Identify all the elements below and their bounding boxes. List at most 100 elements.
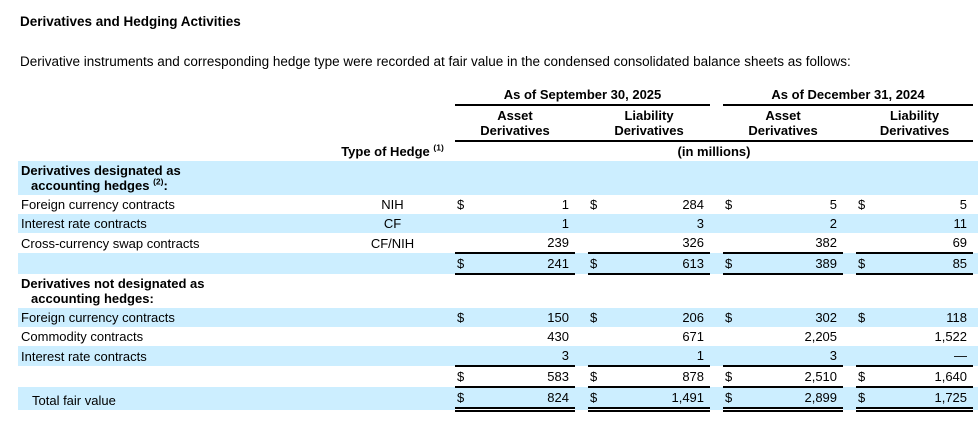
section-label-text: accounting hedges (31, 291, 150, 306)
hedge-type-cell (330, 346, 455, 366)
value-cell: 878 (608, 365, 711, 388)
currency-symbol-cell (455, 214, 475, 233)
right-filler-cell (973, 346, 978, 366)
right-filler-cell (973, 214, 978, 233)
currency-symbol-cell (723, 233, 743, 253)
row-foreign-currency-not-designated: Foreign currency contracts $ 150 $ 206 $… (18, 308, 978, 327)
currency-symbol-cell: $ (856, 365, 877, 388)
intro-paragraph: Derivative instruments and corresponding… (20, 54, 851, 69)
column-gap (575, 327, 588, 346)
column-header-row: Asset Derivatives Liability Derivatives … (18, 105, 978, 142)
total-fair-value-row: Total fair value $ 824 $ 1,491 $ 2,899 $… (18, 386, 978, 412)
header-spacer-cell (18, 141, 330, 161)
value-cell: 430 (547, 329, 569, 344)
section-label-suffix: : (149, 291, 154, 306)
header-line: Liability (889, 108, 940, 123)
section-label-line1: Derivatives not designated as (21, 276, 205, 291)
currency-symbol-cell: $ (457, 197, 465, 212)
currency-symbol-cell (856, 346, 876, 366)
column-gap (575, 195, 588, 214)
hedge-type-cell (330, 366, 455, 387)
hedge-type-cell: CF (383, 216, 402, 231)
right-filler-cell (973, 141, 978, 161)
column-gap (843, 233, 856, 253)
section-label-line1: Derivatives designated as (21, 163, 181, 178)
currency-symbol-cell (856, 214, 876, 233)
value-cell: 3 (829, 348, 838, 363)
value-cell: 1 (561, 216, 569, 231)
row-label-cell: Foreign currency contracts (21, 197, 175, 212)
value-cell: 239 (547, 235, 569, 250)
period-header-sep-2025: As of September 30, 2025 (455, 85, 711, 106)
header-line: Liability (624, 108, 674, 123)
currency-symbol-cell (856, 233, 876, 253)
currency-symbol-cell: $ (590, 310, 598, 325)
section-label-text: accounting hedges (31, 178, 154, 193)
row-label-cell (18, 253, 330, 274)
row-label-cell: Commodity contracts (21, 329, 144, 344)
value-cell: 389 (743, 252, 844, 275)
value-cell: 1,491 (608, 386, 711, 412)
value-cell: 1,725 (876, 386, 974, 412)
currency-symbol-cell: $ (455, 386, 475, 412)
currency-symbol-cell: $ (856, 386, 877, 412)
value-cell: 824 (475, 386, 575, 412)
period-header-row: As of September 30, 2025 As of December … (18, 85, 978, 106)
column-gap (710, 308, 723, 327)
header-spacer-cell (18, 85, 330, 105)
column-gap (843, 253, 856, 274)
value-cell: 69 (952, 235, 968, 250)
row-label-cell: Total fair value (32, 392, 116, 408)
row-label-cell: Derivatives designated as accounting hed… (18, 161, 330, 195)
row-label-cell: Foreign currency contracts (21, 310, 175, 325)
header-spacer-cell (330, 105, 455, 141)
row-label-cell (18, 366, 330, 387)
row-label-cell: Interest rate contracts (21, 216, 147, 231)
column-gap (575, 366, 588, 387)
right-filler-cell (973, 327, 978, 346)
value-cell: 85 (876, 252, 974, 275)
column-gap (575, 214, 588, 233)
currency-symbol-cell: $ (588, 386, 608, 412)
value-cell: 1 (561, 197, 569, 212)
period-header-dec-2024: As of December 31, 2024 (723, 85, 974, 106)
row-foreign-currency-designated: Foreign currency contracts NIH $ 1 $ 284… (18, 195, 978, 214)
page-title: Derivatives and Hedging Activities (20, 14, 241, 29)
value-cell: 1 (696, 348, 705, 363)
section-row-filler (330, 274, 978, 308)
value-cell: 150 (547, 310, 569, 325)
section-label-suffix: : (163, 178, 168, 193)
value-cell: 1,522 (934, 329, 968, 344)
liability-derivatives-header: Liability Derivatives (588, 105, 711, 142)
currency-symbol-cell (455, 233, 475, 253)
column-gap (843, 308, 856, 327)
header-line: Derivatives (748, 123, 818, 138)
value-cell: 1,640 (876, 365, 974, 388)
liability-derivatives-header: Liability Derivatives (856, 105, 974, 142)
section-label-line2: accounting hedges (2): (21, 176, 330, 193)
currency-symbol-cell (723, 327, 743, 346)
right-filler-cell (973, 366, 978, 387)
hedge-type-cell (330, 387, 455, 410)
column-gap (575, 105, 588, 142)
currency-symbol-cell: $ (723, 386, 744, 412)
currency-symbol-cell: $ (725, 310, 733, 325)
column-gap (710, 253, 723, 274)
value-cell: 613 (608, 252, 711, 275)
currency-symbol-cell (455, 346, 475, 366)
column-gap (710, 366, 723, 387)
column-gap (575, 387, 588, 410)
value-cell: 583 (475, 365, 575, 388)
section-header-designated: Derivatives designated as accounting hed… (18, 161, 978, 195)
currency-symbol-cell: $ (588, 365, 608, 388)
currency-symbol-cell: $ (588, 252, 608, 275)
column-gap (575, 346, 588, 366)
value-cell: 3 (696, 216, 705, 231)
hedge-type-cell: CF/NIH (370, 236, 415, 251)
section-label-line2: accounting hedges: (21, 291, 330, 306)
asset-derivatives-header: Asset Derivatives (723, 105, 844, 142)
footnote-marker: (2) (153, 176, 164, 187)
value-cell: 2,899 (743, 386, 844, 412)
column-gap (843, 105, 857, 142)
right-filler-cell (973, 105, 978, 141)
